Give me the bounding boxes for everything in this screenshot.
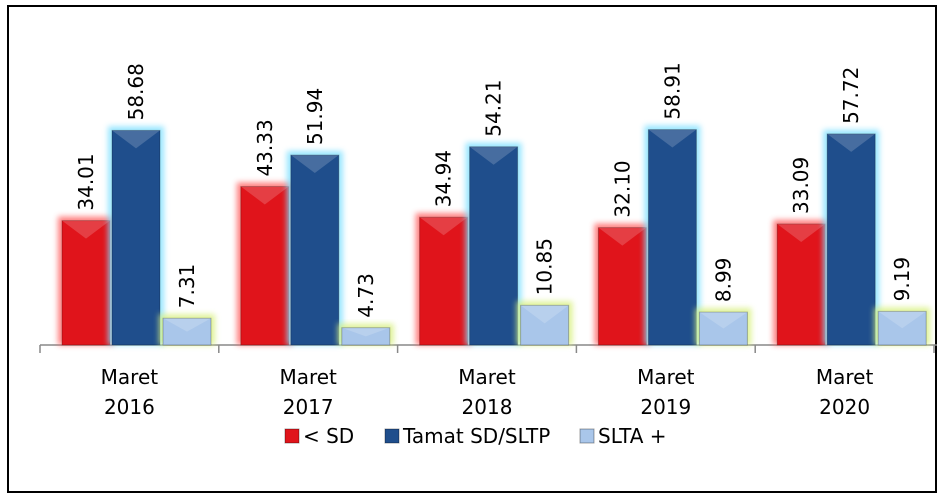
legend-swatch [284,428,300,444]
data-label: 9.19 [890,257,914,302]
data-label: 58.68 [124,63,148,120]
bar [520,304,570,346]
bar-bevel [598,227,647,246]
legend-label: Tamat SD/SLTP [402,424,550,448]
bar-bevel [520,305,569,324]
bar-bevel [112,130,160,149]
bar [290,154,340,346]
x-tick-label: Maret 2017 [279,365,337,419]
bar [469,146,519,346]
x-tick-label: Maret 2020 [815,365,874,419]
x-tick-label: Maret 2016 [100,365,159,419]
bar [597,227,647,346]
bar [776,223,826,346]
data-label: 58.91 [660,62,684,119]
legend-swatch [579,428,595,444]
x-tick-label: Maret 2018 [458,365,516,419]
data-label: 4.73 [354,273,378,318]
bar [61,220,111,346]
bar-bevel [827,133,876,152]
data-label: 7.31 [175,264,199,309]
bar-bevel [469,146,518,165]
data-label: 33.09 [789,157,813,214]
bar [111,129,161,346]
bar [877,310,927,346]
bar [698,311,748,346]
bar [419,216,469,346]
data-label: 34.01 [74,153,98,210]
bar-bevel [163,318,211,332]
data-label: 34.94 [432,150,456,207]
bar-bevel [62,220,110,239]
data-label: 8.99 [711,258,735,303]
legend-swatch [384,428,400,444]
data-label: 57.72 [839,67,863,124]
bar-bevel [419,217,468,236]
bar [162,317,212,346]
bar [240,186,290,346]
data-label: 51.94 [303,88,327,145]
legend-label: < SD [303,424,354,448]
bar-bevel [648,129,697,148]
data-label: 32.10 [610,160,634,217]
bar [647,129,697,346]
frame [7,5,937,493]
bar-bevel [878,311,927,329]
x-tick-label: Maret 2019 [637,365,695,419]
bar [341,327,391,346]
data-label: 54.21 [482,79,506,136]
bar-bevel [290,155,339,174]
data-label: 10.85 [533,238,557,295]
bar [826,133,876,346]
bar-bevel [341,327,390,337]
bar-bevel [699,312,748,329]
bar-bevel [240,186,289,205]
legend-label: SLTA + [598,424,667,448]
data-label: 43.33 [253,119,277,176]
bar-bevel [777,223,826,242]
